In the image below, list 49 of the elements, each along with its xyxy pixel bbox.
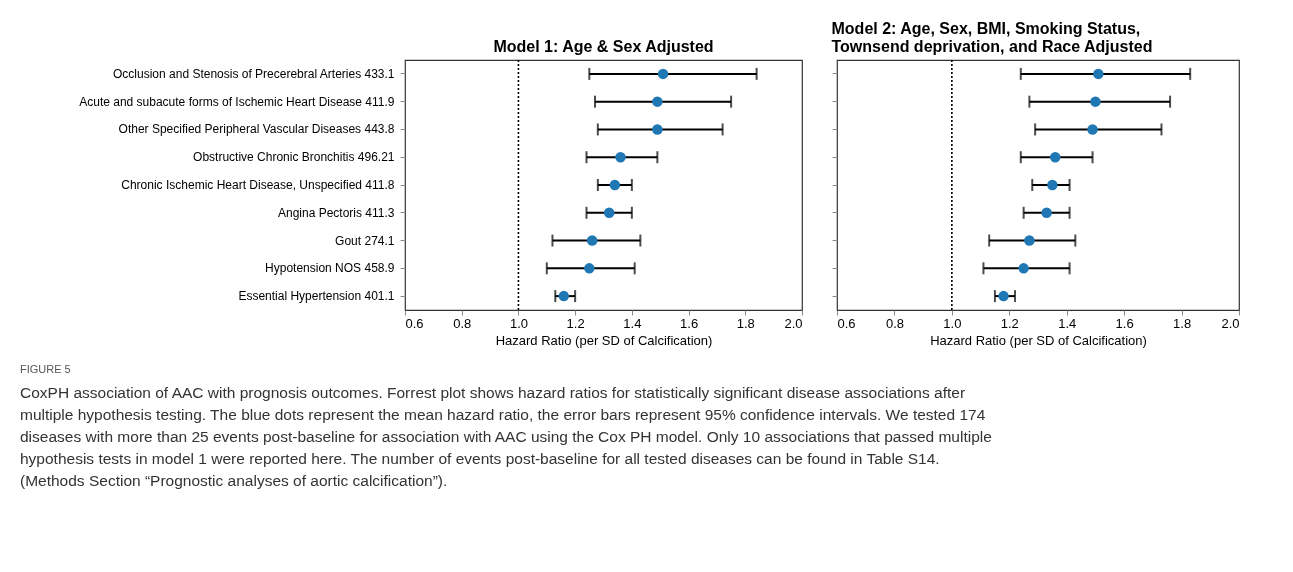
y-tick-label: Hypotension NOS 458.9 — [265, 261, 395, 276]
y-tick-label: Angina Pectoris 411.3 — [277, 205, 395, 220]
y-tick-label: Obstructive Chronic Bronchitis 496.21 — [193, 150, 395, 165]
point — [1049, 151, 1061, 163]
y-tick-label: Gout 274.1 — [335, 233, 395, 248]
x-tick-label: 0.8 — [885, 315, 904, 331]
x-tick-label: 1.0 — [943, 315, 962, 331]
point — [1018, 263, 1029, 274]
x-tick-label: 1.4 — [623, 315, 642, 331]
point — [603, 207, 615, 219]
x-tick-label: 0.6 — [837, 315, 856, 331]
point — [1047, 179, 1058, 191]
point — [1024, 235, 1035, 246]
point — [652, 124, 663, 135]
x-tick-label: 1.8 — [736, 315, 755, 331]
x-tick-label: 1.6 — [1115, 315, 1134, 331]
y-tick-label: Occlusion and Stenosis of Precerebral Arteries 433.1 — [113, 66, 395, 81]
x-tick-label: 1.2 — [566, 315, 585, 331]
x-axis-title: Hazard Ratio (per SD of Calcification) — [495, 332, 713, 348]
point — [657, 68, 669, 80]
point — [586, 235, 598, 246]
x-tick-label: 2.0 — [1221, 315, 1240, 331]
x-tick-label: 1.4 — [1058, 315, 1077, 331]
y-tick-label: Other Specified Peripheral Vascular Diseases 443.8 — [118, 122, 395, 137]
point — [998, 290, 1009, 302]
y-tick-label: Acute and subacute forms of Ischemic Heart Disease 411.9 — [79, 94, 395, 109]
caption: FIGURE 5 — [20, 363, 71, 375]
x-tick-label: 1.8 — [1173, 315, 1192, 331]
x-tick-label: 0.6 — [405, 315, 424, 331]
x-tick-label: 0.8 — [453, 315, 472, 331]
point — [584, 263, 595, 274]
point — [1087, 124, 1098, 135]
x-tick-label: 2.0 — [784, 315, 803, 331]
x-tick-label: 1.2 — [1000, 315, 1019, 331]
y-tick-label: Essential Hypertension 401.1 — [238, 289, 395, 304]
point — [615, 151, 626, 163]
point — [1093, 68, 1104, 80]
x-tick-label: 1.6 — [680, 315, 699, 331]
point — [1090, 96, 1101, 107]
point — [652, 96, 663, 107]
point — [1041, 207, 1052, 219]
x-axis-title: Hazard Ratio (per SD of Calcification) — [930, 332, 1147, 348]
x-tick-label: 1.0 — [509, 315, 528, 331]
point — [609, 179, 621, 191]
chart-title: Model 1: Age & Sex Adjusted — [493, 38, 714, 56]
text: CoxPH association of AAC with prognosis outcomes. Forrest plot shows hazard ratios for statistically significant disease associations after multiple hypothesis testing. The blue dots represent the mean hazard ratio, the error bars represent 95% confidence intervals. We tested 174 diseases with more than 25 events post-baseline for association with AAC using the Cox PH model. Only 10 associations that passed multiple hypothesis tests in model 1 were reported here. The number of events post-baseline for all tested diseases can be found in Table S14. (Methods Section “Prognostic analyses of aortic calcification”). — [20, 384, 992, 489]
point — [558, 290, 570, 302]
chart-title: Model 2: Age, Sex, BMI, Smoking Status, Townsend deprivation, and Race Adjusted — [831, 20, 1153, 56]
y-tick-label: Chronic Ischemic Heart Disease, Unspecified 411.8 — [121, 178, 395, 192]
